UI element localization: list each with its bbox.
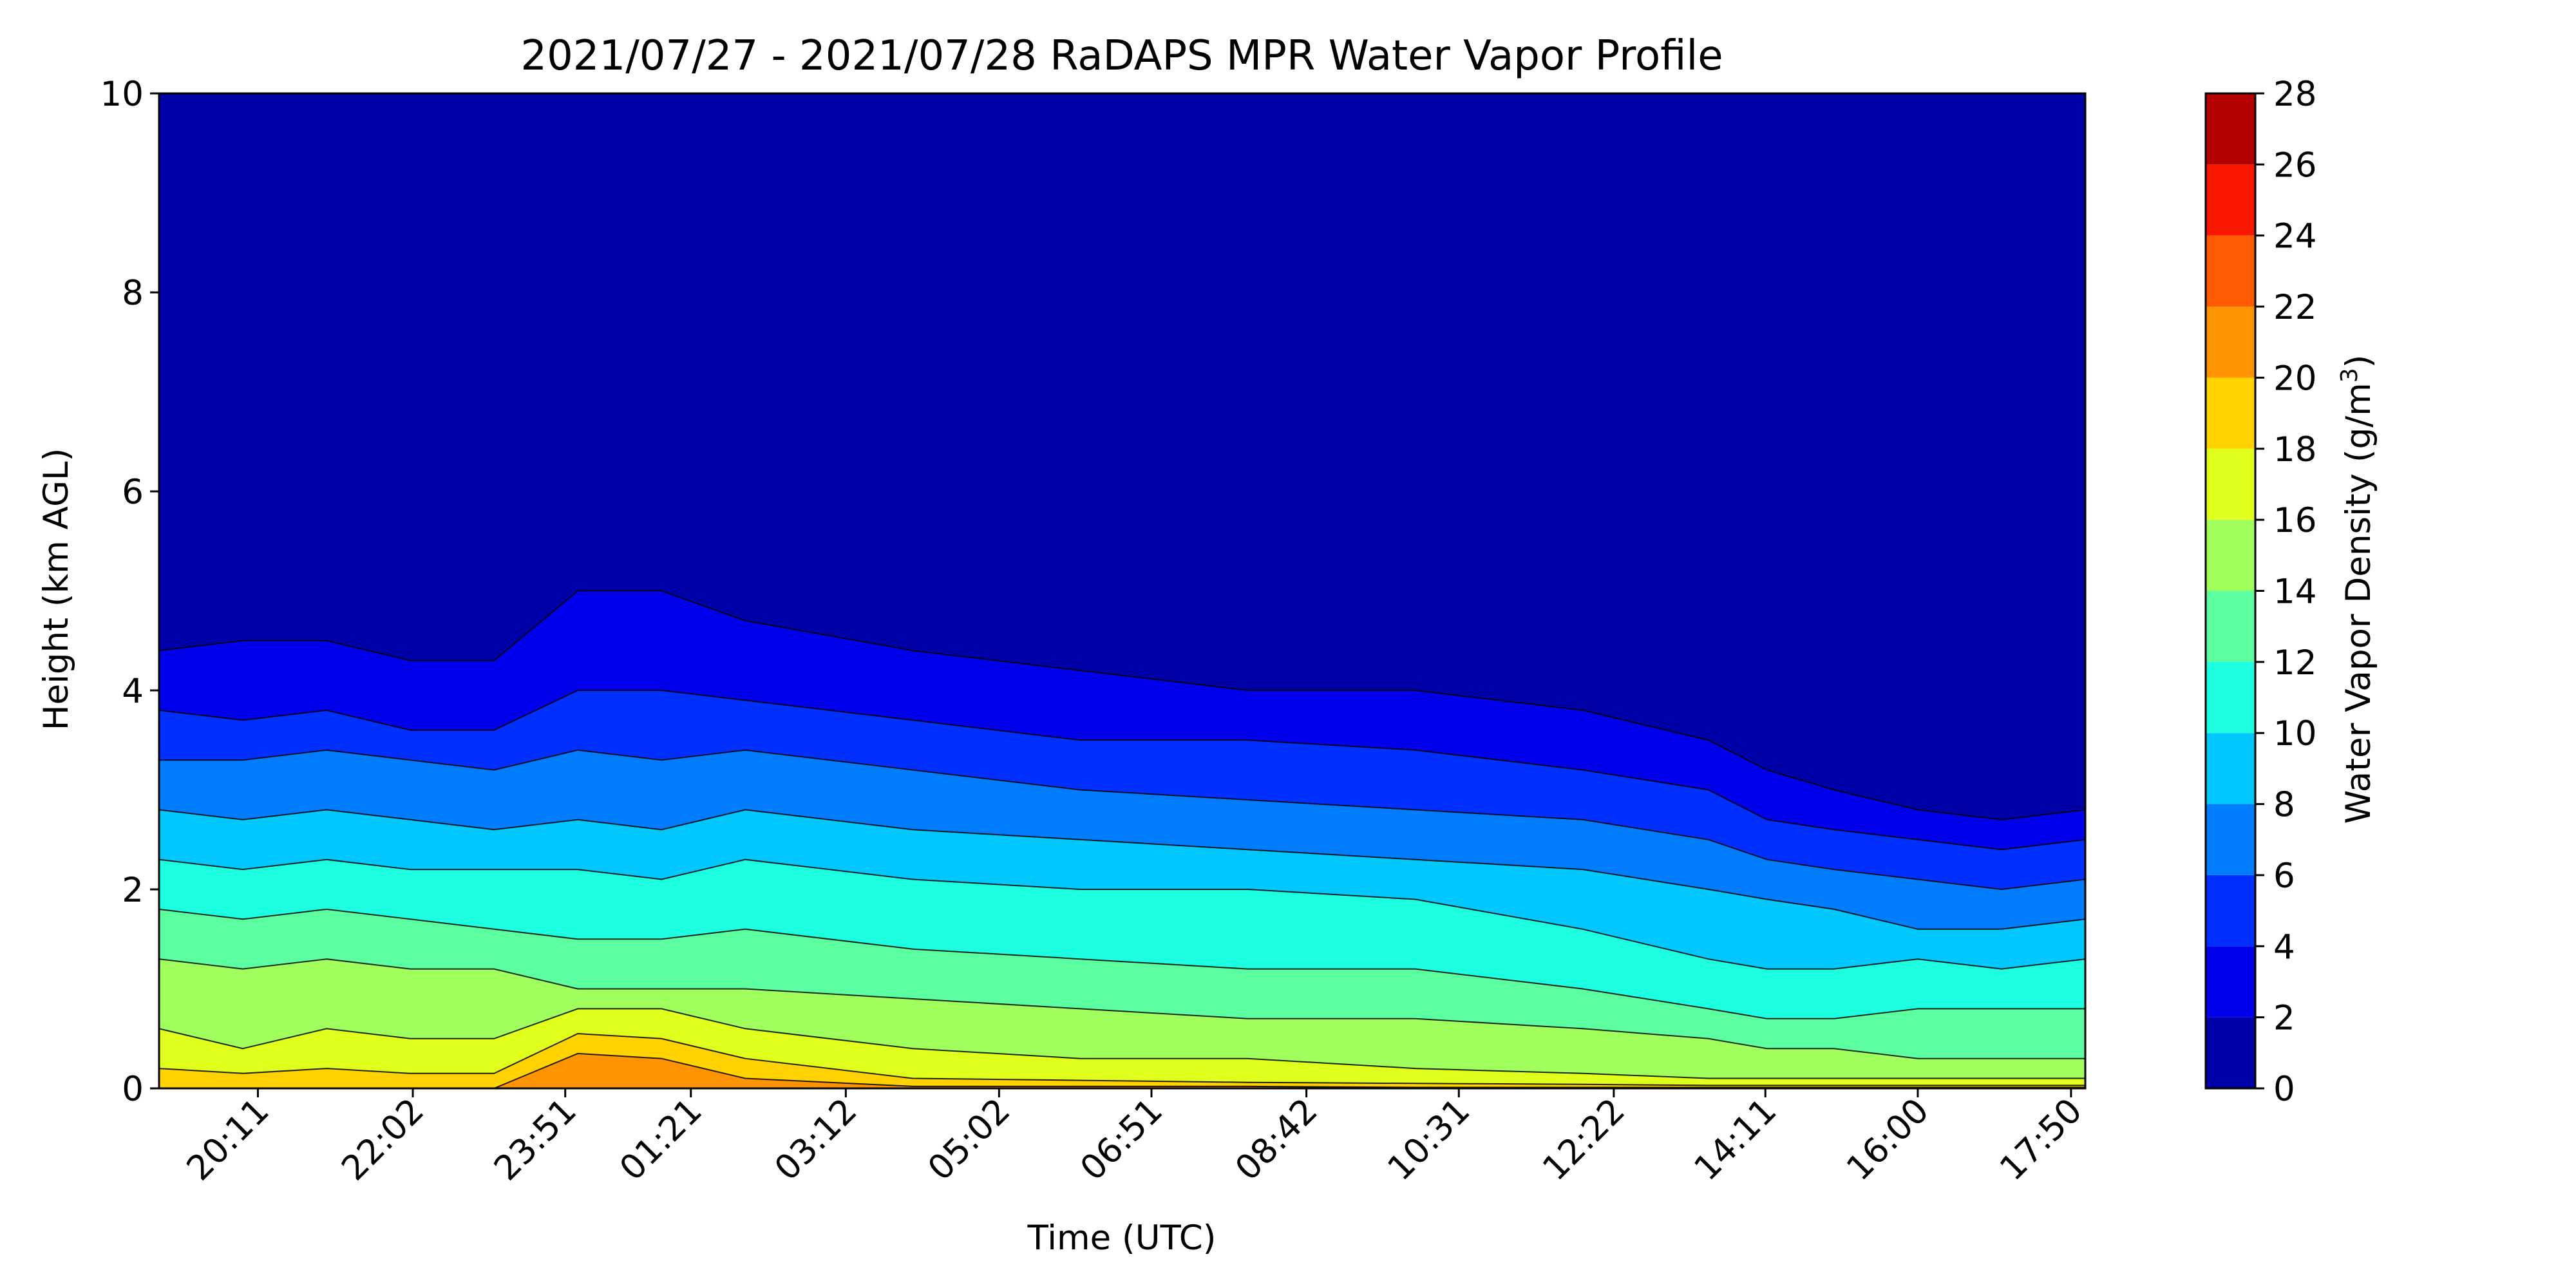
x-tick-label: 03:12 <box>767 1091 864 1188</box>
x-tick-label: 22:02 <box>334 1091 431 1188</box>
colorbar-segment <box>2206 164 2255 236</box>
colorbar-tick-label: 12 <box>2273 643 2316 683</box>
colorbar-segment <box>2206 875 2255 947</box>
colorbar-segment <box>2206 235 2255 307</box>
contour-line-10 <box>158 858 2086 970</box>
colorbar-tick-label: 24 <box>2273 217 2316 256</box>
chart-title: 2021/07/27 - 2021/07/28 RaDAPS MPR Water… <box>520 32 1723 80</box>
y-tick-label: 4 <box>122 672 144 711</box>
contour-line-16 <box>158 1008 2085 1079</box>
y-tick-label: 8 <box>122 274 144 313</box>
y-axis-label: Height (km AGL) <box>37 448 76 731</box>
colorbar-segment <box>2206 93 2255 165</box>
band-above-20 <box>159 1053 2085 1088</box>
x-tick-label: 12:22 <box>1535 1091 1633 1188</box>
x-tick-label: 01:21 <box>612 1091 710 1188</box>
y-tick-label: 10 <box>100 75 144 114</box>
x-tick-label: 05:02 <box>920 1091 1018 1188</box>
colorbar-tick-label: 10 <box>2273 714 2316 753</box>
colorbar-segment <box>2206 520 2255 591</box>
colorbar-tick-label: 18 <box>2273 430 2316 469</box>
x-tick-label: 23:51 <box>487 1091 584 1188</box>
colorbar-tick-label: 20 <box>2273 359 2316 398</box>
x-tick-label: 16:00 <box>1839 1091 1937 1188</box>
colorbar-tick-label: 16 <box>2273 501 2316 540</box>
colorbar-tick-label: 0 <box>2273 1070 2295 1109</box>
plot-frame <box>158 92 2087 1090</box>
x-tick-label: 10:31 <box>1380 1091 1477 1188</box>
x-tick-label: 17:50 <box>1993 1091 2090 1188</box>
colorbar-tick-label: 2 <box>2273 999 2295 1038</box>
colorbar-segment <box>2206 946 2255 1018</box>
y-axis: 0 2 4 6 8 10 <box>100 75 159 1109</box>
colorbar-tick-label: 4 <box>2273 927 2295 967</box>
colorbar-segment <box>2206 733 2255 804</box>
colorbar-segment <box>2206 804 2255 875</box>
colorbar-segment <box>2206 448 2255 520</box>
colorbar-label: Water Vapor Density (g/m3) <box>2336 355 2379 824</box>
contour-line-4 <box>158 690 2086 851</box>
colorbar-segment <box>2206 591 2255 662</box>
contour-line-18 <box>158 1032 2085 1086</box>
x-tick-label: 08:42 <box>1228 1091 1325 1188</box>
x-axis: 20:11 22:02 23:51 01:21 03:12 05:02 06:51 08:42… <box>179 1088 2090 1188</box>
colorbar-tick-label: 14 <box>2273 573 2316 612</box>
colorbar-tick-label: 26 <box>2273 146 2316 185</box>
y-tick-label: 2 <box>122 871 144 910</box>
contour-plot-area <box>158 93 2086 1089</box>
x-tick-label: 14:11 <box>1687 1091 1784 1188</box>
x-tick-label: 20:11 <box>179 1091 276 1188</box>
colorbar-segment <box>2206 1017 2255 1088</box>
colorbar-tick-label: 6 <box>2273 857 2295 896</box>
colorbar-segment <box>2206 661 2255 734</box>
contour-line-8 <box>158 809 2086 930</box>
x-axis-label: Time (UTC) <box>1027 1218 1217 1258</box>
x-tick-label: 06:51 <box>1073 1091 1170 1188</box>
contour-line-6 <box>159 749 2086 891</box>
y-tick-label: 0 <box>122 1070 144 1109</box>
colorbar-segment <box>2206 377 2255 449</box>
contour-line-12 <box>158 908 2085 1019</box>
y-tick-label: 6 <box>122 473 144 512</box>
contour-line-2 <box>158 590 2086 820</box>
colorbar-tick-label: 28 <box>2273 75 2316 114</box>
colorbar-segment <box>2206 307 2255 378</box>
contour-line-14 <box>158 958 2085 1059</box>
colorbar-tick-label: 22 <box>2273 288 2316 327</box>
colorbar-tick-label: 8 <box>2273 786 2295 825</box>
